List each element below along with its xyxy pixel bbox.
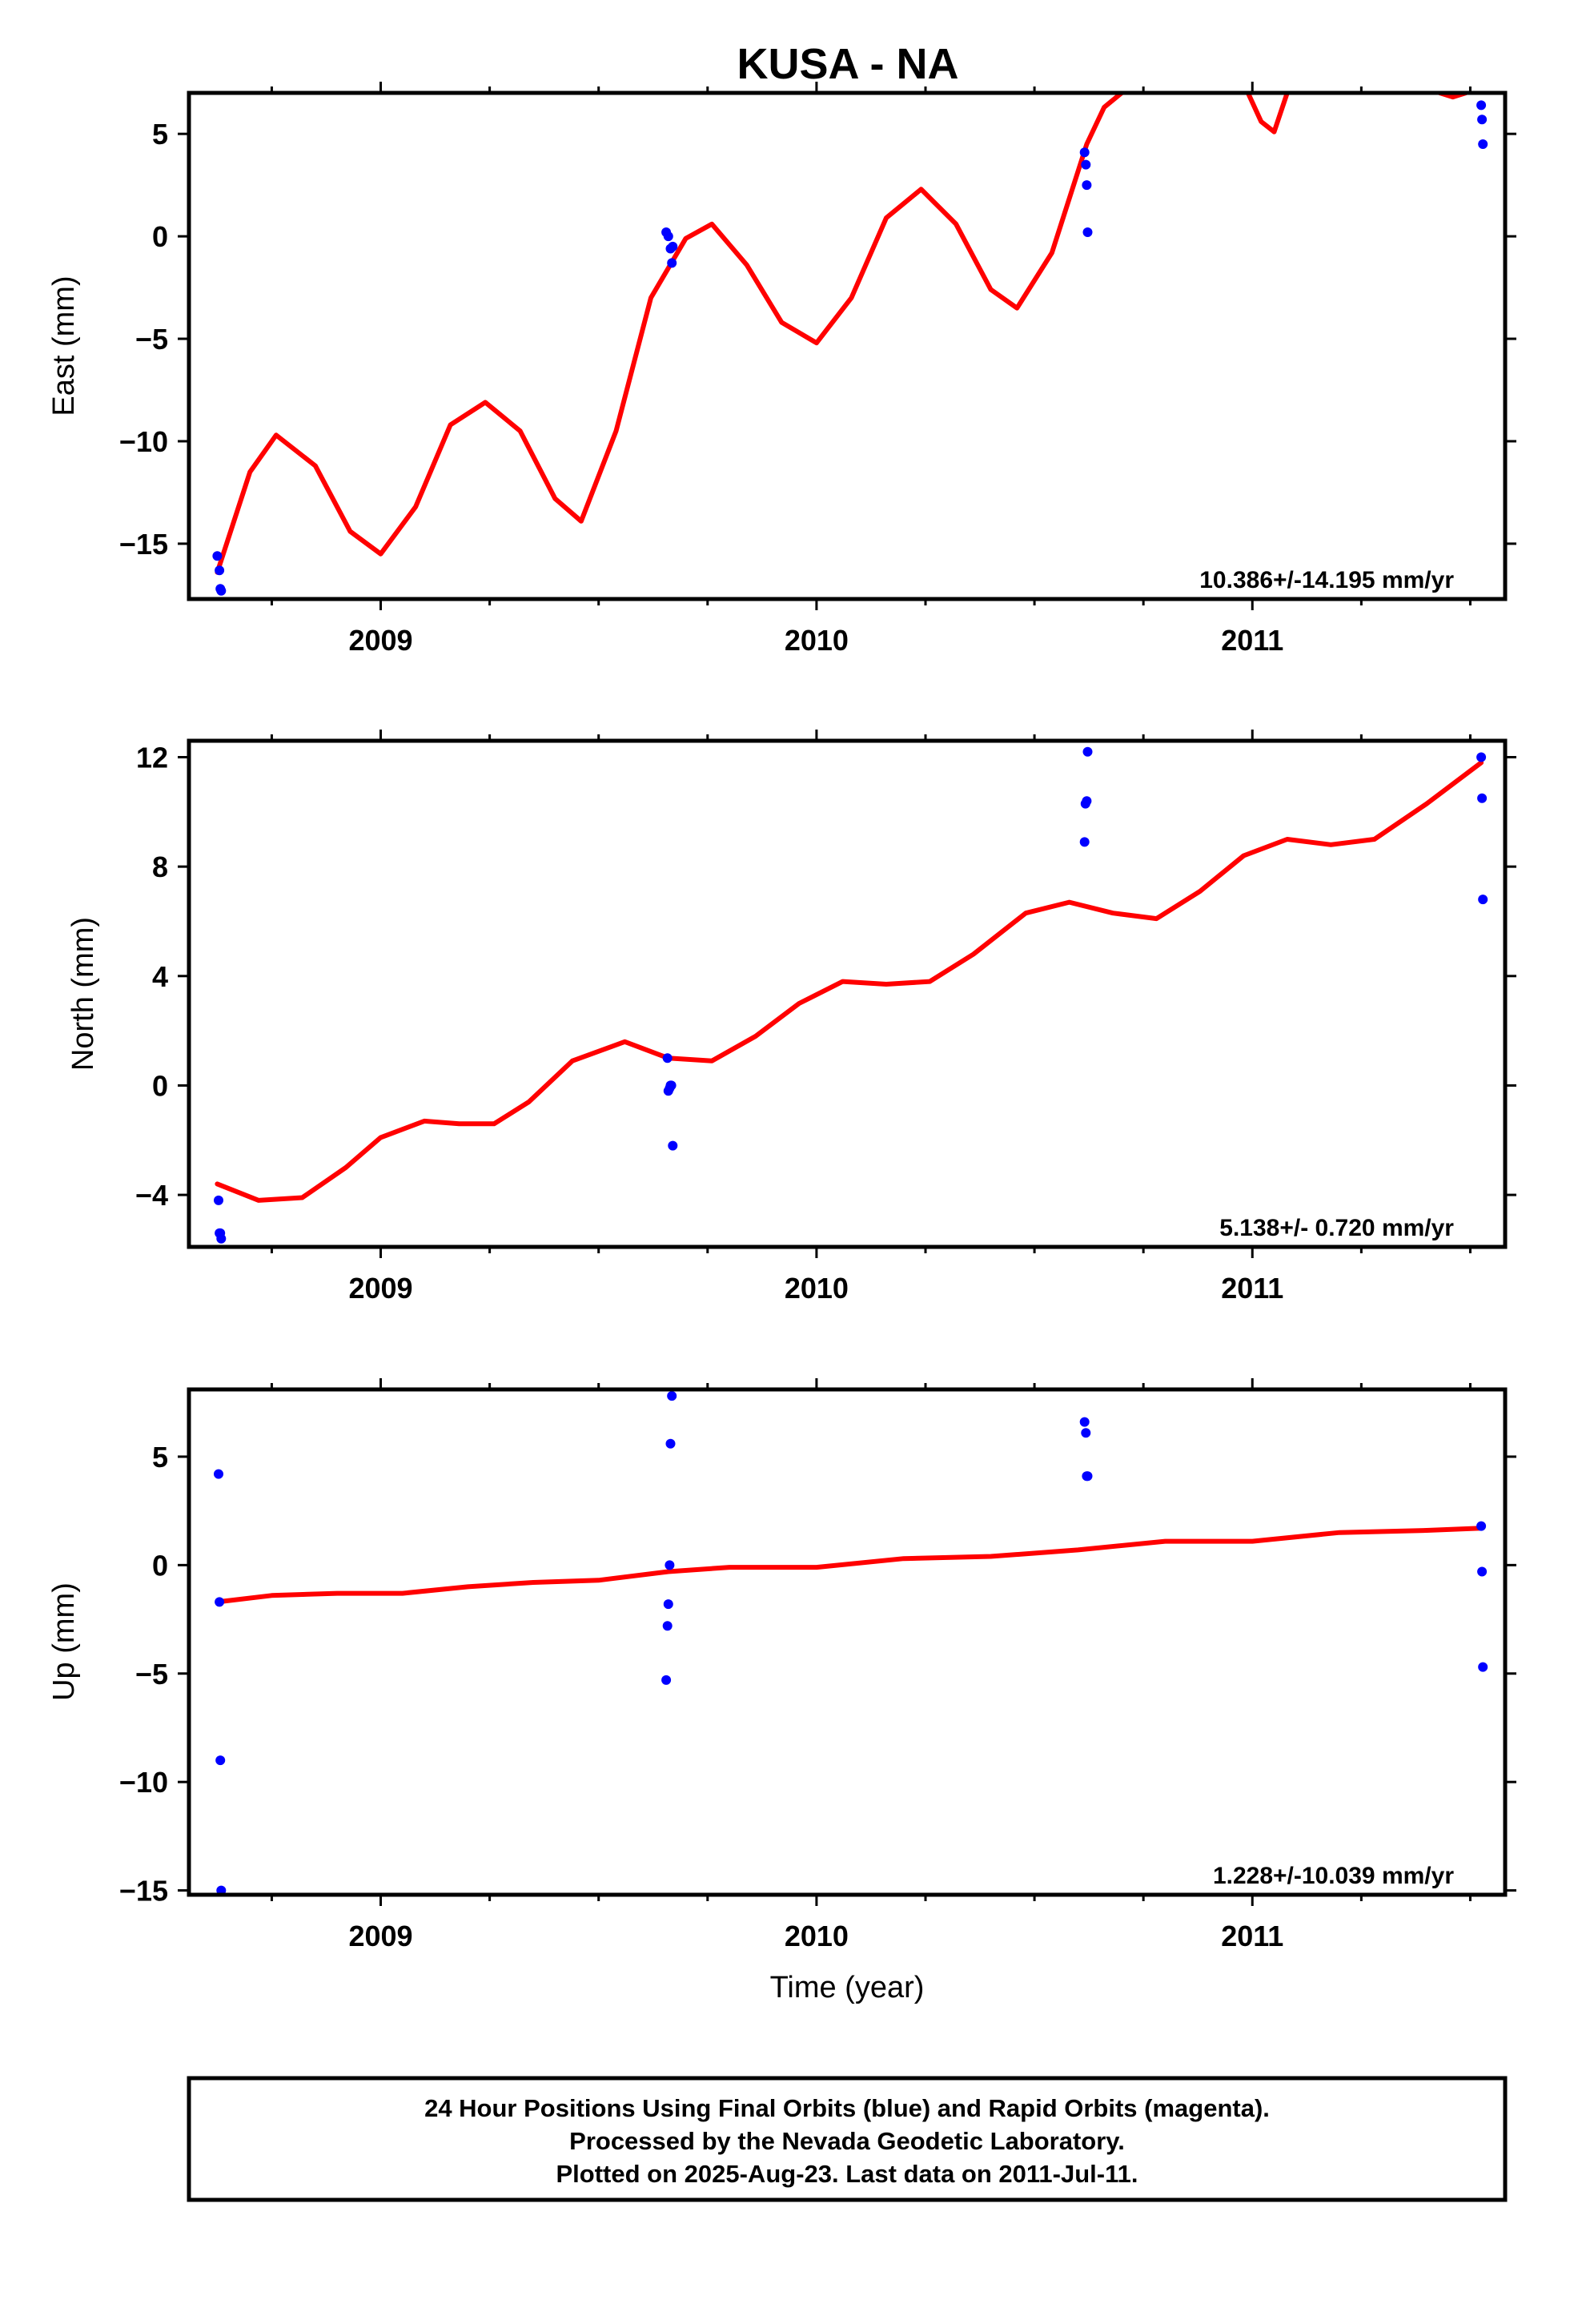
data-point-13	[1082, 1471, 1093, 1482]
y-axis-label: East (mm)	[47, 275, 81, 416]
data-point-5	[662, 1621, 673, 1631]
data-point-15	[1478, 139, 1488, 149]
plot-frame	[187, 1387, 1508, 1897]
fit-line-0	[215, 93, 1124, 575]
fit-line-0	[215, 760, 1484, 1203]
y-tick-label: 5	[152, 1441, 168, 1474]
data-point-16	[1478, 895, 1488, 905]
data-point-11	[1081, 1428, 1091, 1438]
data-point-0	[212, 551, 223, 561]
up-panel: 2009 2010 2011 −15 −10 −5 0 5 Up (mm) 1.228+/-10.…	[47, 1378, 1516, 2004]
figure-title: KUSA - NA	[737, 40, 959, 88]
data-point-3	[216, 585, 227, 596]
data-point-6	[663, 1599, 673, 1610]
data-point-10	[1081, 159, 1091, 170]
plot-frame	[187, 90, 1508, 601]
data-point-4	[662, 1053, 673, 1063]
y-tick-label: 0	[152, 1069, 168, 1102]
y-axis-label: North (mm)	[66, 917, 100, 1071]
y-tick-label: −5	[135, 323, 168, 356]
data-point-9	[668, 1140, 678, 1151]
data-point-7	[665, 1560, 675, 1570]
data-point-11	[1082, 180, 1092, 191]
data-point-9	[667, 1391, 677, 1401]
x-tick-label: 2010	[785, 624, 849, 657]
x-axis-label: Time (year)	[770, 1971, 925, 2004]
data-point-15	[1477, 1566, 1488, 1577]
y-tick-label: 12	[136, 741, 168, 774]
plot-frame	[187, 738, 1508, 1249]
x-tick-label: 2011	[1221, 1272, 1283, 1305]
fit-line-0	[215, 1526, 1484, 1605]
x-tick-label: 2010	[785, 1920, 849, 1952]
data-point-14	[1476, 752, 1487, 762]
data-point-14	[1476, 1521, 1487, 1531]
data-point-15	[1477, 793, 1488, 803]
data-point-16	[1478, 1662, 1488, 1672]
data-point-0	[214, 1195, 223, 1205]
y-tick-label: −5	[135, 1658, 168, 1691]
data-point-13	[1476, 100, 1487, 111]
x-tick-label: 2010	[785, 1272, 849, 1305]
x-tick-label: 2009	[348, 624, 412, 657]
rate-annotation: 5.138+/- 0.720 mm/yr	[1219, 1215, 1454, 1241]
data-point-8	[665, 1438, 676, 1449]
x-tick-label: 2009	[348, 1920, 412, 1952]
data-point-13	[1082, 746, 1093, 757]
data-point-8	[668, 241, 678, 251]
data-point-7	[667, 258, 677, 268]
x-tick-label: 2009	[348, 1272, 412, 1305]
y-tick-label: −10	[119, 1766, 168, 1799]
y-axis-label: Up (mm)	[47, 1582, 81, 1701]
data-point-2	[215, 1755, 226, 1766]
footer-frame	[187, 2076, 1508, 2202]
data-point-1	[215, 565, 225, 576]
data-point-10	[1079, 837, 1090, 847]
data-point-3	[216, 1233, 227, 1244]
y-tick-label: −15	[119, 528, 168, 561]
footer-line-2: Processed by the Nevada Geodetic Laborat…	[569, 2127, 1125, 2155]
data-point-1	[215, 1597, 225, 1607]
data-point-8	[666, 1080, 677, 1091]
footer-box: 24 Hour Positions Using Final Orbits (bl…	[187, 2076, 1508, 2202]
y-tick-label: −4	[135, 1179, 168, 1212]
data-point-4	[661, 1675, 672, 1685]
rate-annotation: 1.228+/-10.039 mm/yr	[1213, 1863, 1454, 1889]
footer-line-1: 24 Hour Positions Using Final Orbits (bl…	[424, 2094, 1270, 2122]
data-point-9	[1079, 147, 1090, 158]
north-panel: 2009 2010 2011 −4 0 4 8 12 North (mm) 5.138+/- 0.…	[66, 730, 1516, 1305]
footer-line-3: Plotted on 2025-Aug-23. Last data on 201…	[556, 2160, 1138, 2188]
plot-area	[214, 1391, 1488, 1895]
data-point-12	[1082, 227, 1093, 237]
east-panel: 2009 2010 2011 −15 −10 −5 0 5 East (mm) 10.386+/-…	[47, 82, 1516, 657]
plot-area	[212, 93, 1488, 596]
data-point-3	[216, 1885, 227, 1895]
y-tick-label: 5	[152, 118, 168, 151]
y-tick-label: 4	[152, 960, 168, 993]
y-tick-label: 0	[152, 1549, 168, 1582]
x-tick-label: 2011	[1221, 1920, 1283, 1952]
y-tick-label: −10	[119, 425, 168, 458]
data-point-12	[1082, 796, 1092, 806]
y-tick-label: 0	[152, 220, 168, 253]
x-tick-label: 2011	[1221, 624, 1283, 657]
y-tick-label: −15	[119, 1875, 168, 1908]
data-point-10	[1079, 1417, 1090, 1427]
fit-line-1	[1245, 93, 1290, 135]
data-point-14	[1477, 115, 1488, 125]
data-point-5	[663, 231, 673, 242]
data-point-0	[214, 1469, 223, 1479]
y-tick-label: 8	[152, 850, 168, 883]
plot-area	[214, 746, 1488, 1244]
rate-annotation: 10.386+/-14.195 mm/yr	[1199, 567, 1454, 593]
